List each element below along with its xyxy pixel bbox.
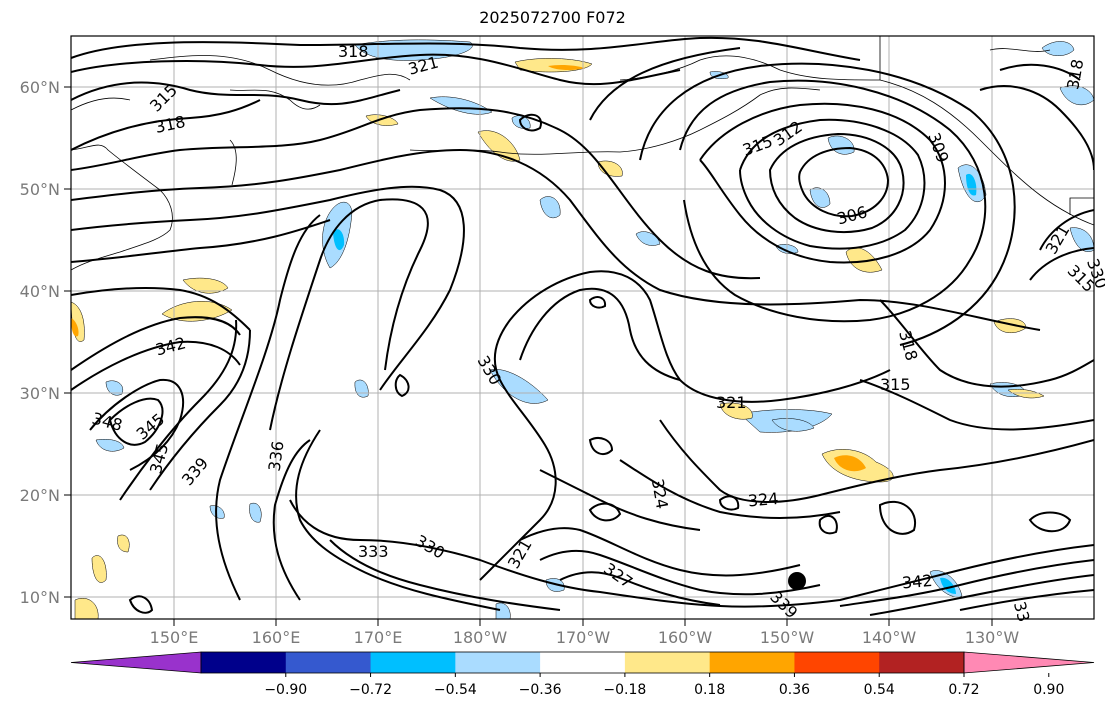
contour-label: 324 [747,489,779,511]
lon-label-150w: 150°W [760,628,815,647]
lat-label-10n: 10°N [20,588,60,607]
colorbar-tick-label: −0.36 [519,682,562,698]
lat-label-40n: 40°N [20,282,60,301]
contour-label: 318 [338,42,369,61]
lon-label-160e: 160°E [252,628,301,647]
colorbar-segment [624,652,711,673]
graticule [71,36,1094,619]
map-title: 2025072700 F072 [479,8,626,27]
coastlines [71,36,1094,271]
colorbar-segment [794,652,880,673]
colorbar: −0.90 −0.72 −0.54 −0.36 −0.18 0.18 0.36 0.54 0.7… [70,651,1095,698]
colorbar-tick-label: −0.72 [349,682,392,698]
colorbar-extend-high [963,651,1095,674]
colorbar-segment [201,652,287,673]
contour-label: 321 [716,393,747,412]
lat-label-60n: 60°N [20,78,60,97]
colorbar-tick-label: −0.18 [603,682,646,698]
colorbar-outline [200,651,965,674]
colorbar-tick-label: 0.18 [694,682,725,698]
storm-marker [788,572,806,590]
lon-label-140w: 140°W [862,628,917,647]
lon-label-170e: 170°E [354,628,403,647]
colorbar-tick-label: 0.36 [779,682,810,698]
colorbar-tick-label: 0.54 [864,682,895,698]
contour-label: 333 [358,542,389,561]
colorbar-tick-label: −0.54 [434,682,477,698]
lon-label-180w: 180°W [453,628,508,647]
colorbar-segment [285,652,372,673]
contour-label: 315 [880,375,911,394]
colorbar-segment [540,652,626,673]
colorbar-segment [879,652,965,673]
shaded-areas [71,39,1094,619]
lat-label-20n: 20°N [20,486,60,505]
colorbar-segment [370,652,456,673]
lat-label-50n: 50°N [20,180,60,199]
colorbar-tick-label: 0.72 [948,682,979,698]
contour-label: 33 [1010,599,1034,624]
latitude-axis: 60°N 50°N 40°N 30°N 20°N 10°N [20,78,71,607]
lat-label-30n: 30°N [20,384,60,403]
longitude-axis: 150°E 160°E 170°E 180°W 170°W 160°W 150°… [150,619,1020,647]
colorbar-tick-label: −0.90 [264,682,307,698]
lon-label-130w: 130°W [965,628,1020,647]
height-contours [71,36,1094,616]
lon-label-160w: 160°W [658,628,713,647]
colorbar-extend-low [70,651,202,674]
colorbar-tick-label: 0.90 [1033,682,1064,698]
lon-label-150e: 150°E [150,628,199,647]
colorbar-segment [709,652,795,673]
contour-label: 336 [265,440,288,473]
lon-label-170w: 170°W [556,628,611,647]
colorbar-segment [455,652,541,673]
contour-label: 342 [901,571,933,593]
